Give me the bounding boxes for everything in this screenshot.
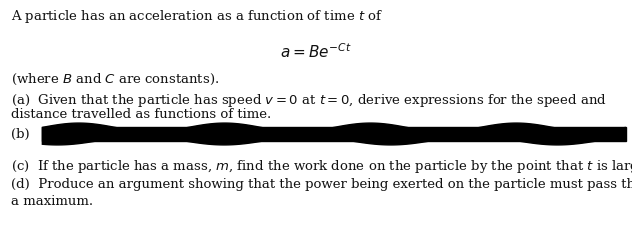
Text: (a)  Given that the particle has speed $v = 0$ at $t = 0$, derive expressions fo: (a) Given that the particle has speed $v… (11, 92, 607, 109)
Text: (c)  If the particle has a mass, $m$, find the work done on the particle by the : (c) If the particle has a mass, $m$, fin… (11, 158, 632, 175)
Text: (where $B$ and $C$ are constants).: (where $B$ and $C$ are constants). (11, 72, 219, 87)
Bar (42, 127, 626, 141)
Polygon shape (42, 123, 626, 145)
Text: $a = Be^{-Ct}$: $a = Be^{-Ct}$ (280, 42, 352, 61)
Text: A particle has an acceleration as a function of time $t$ of: A particle has an acceleration as a func… (11, 8, 384, 25)
Text: (b): (b) (11, 128, 30, 141)
Text: (d)  Produce an argument showing that the power being exerted on the particle mu: (d) Produce an argument showing that the… (11, 178, 632, 191)
Text: a maximum.: a maximum. (11, 195, 94, 208)
Text: distance travelled as functions of time.: distance travelled as functions of time. (11, 108, 272, 121)
